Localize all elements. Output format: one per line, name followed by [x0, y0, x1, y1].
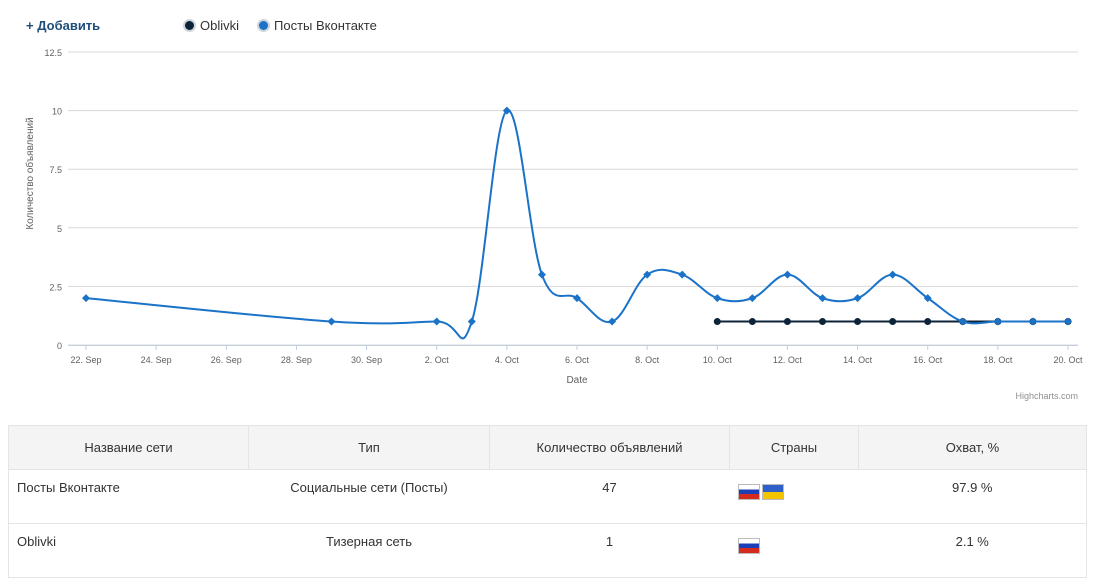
data-point-vk-posts: [432, 317, 441, 326]
column-header-network[interactable]: Название сети: [8, 425, 249, 470]
chart-toolbar: + Добавить Oblivki Посты Вконтакте: [0, 0, 1095, 50]
networks-table: Название сети Тип Количество объявлений …: [8, 425, 1087, 578]
chart-credits[interactable]: Highcharts.com: [1015, 391, 1078, 401]
y-tick-label: 0: [57, 341, 62, 351]
x-tick-label: 14. Oct: [843, 355, 873, 365]
data-point-vk-posts: [327, 317, 336, 326]
network-name-cell: Посты Вконтакте: [8, 469, 249, 524]
table-header-row: Название сети Тип Количество объявлений …: [8, 425, 1087, 470]
data-point-vk-posts: [783, 270, 792, 279]
x-tick-label: 20. Oct: [1053, 355, 1083, 365]
series-line-vk-posts: [85, 109, 1068, 340]
data-point-vk-posts: [502, 106, 511, 115]
data-point-vk-posts: [537, 270, 546, 279]
data-point-vk-posts: [467, 317, 476, 326]
y-tick-label: 7.5: [49, 165, 62, 175]
x-tick-label: 8. Oct: [635, 355, 660, 365]
type-cell: Тизерная сеть: [248, 523, 490, 578]
column-header-countries[interactable]: Страны: [729, 425, 859, 470]
x-tick-label: 22. Sep: [70, 355, 101, 365]
data-point-vk-posts: [1064, 317, 1072, 326]
legend-label: Посты Вконтакте: [274, 18, 377, 33]
data-point-vk-posts: [713, 294, 722, 303]
table-row: Oblivki Тизерная сеть 1 2.1 %: [8, 523, 1087, 578]
legend-label: Oblivki: [200, 18, 240, 33]
x-tick-label: 26. Sep: [211, 355, 242, 365]
russia-flag-icon: [737, 484, 760, 500]
line-chart: 0 2.5 5 7.5 10 12.5 22. Sep 24. Sep 26. Sep 28. S…: [24, 48, 1083, 386]
x-tick-label: 4. Oct: [495, 355, 520, 365]
x-tick-label: 10. Oct: [703, 355, 733, 365]
data-point-oblivki: [783, 318, 791, 326]
data-point-vk-posts: [923, 294, 932, 303]
data-point-oblivki: [889, 318, 897, 326]
y-tick-label: 5: [57, 224, 62, 234]
data-point-vk-posts: [608, 317, 617, 326]
data-point-vk-posts: [993, 317, 1002, 326]
data-point-vk-posts: [82, 294, 90, 303]
table-row: Посты Вконтакте Социальные сети (Посты) …: [8, 469, 1087, 524]
x-tick-label: 6. Oct: [565, 355, 590, 365]
x-tick-label: 12. Oct: [773, 355, 803, 365]
x-tick-label: 24. Sep: [141, 355, 172, 365]
column-header-count[interactable]: Количество объявлений: [489, 425, 730, 470]
legend-marker-icon: [257, 19, 270, 32]
reach-cell: 97.9 %: [858, 469, 1087, 524]
x-tick-label: 28. Sep: [281, 355, 312, 365]
data-point-oblivki: [854, 318, 862, 326]
y-axis-title: Количество объявлений: [24, 117, 36, 229]
data-point-vk-posts: [853, 294, 862, 303]
russia-flag-icon: [737, 538, 760, 554]
data-point-vk-posts: [818, 294, 827, 303]
data-point-vk-posts: [643, 270, 652, 279]
x-tick-label: 16. Oct: [913, 355, 943, 365]
y-tick-label: 10: [52, 107, 62, 117]
type-cell: Социальные сети (Посты): [248, 469, 490, 524]
data-point-vk-posts: [958, 317, 967, 326]
column-header-reach[interactable]: Охват, %: [858, 425, 1087, 470]
data-point-vk-posts: [573, 294, 581, 303]
y-tick-label: 12.5: [44, 48, 62, 58]
data-point-vk-posts: [1028, 317, 1037, 326]
ukraine-flag-icon: [761, 484, 784, 500]
count-cell: 47: [489, 469, 730, 524]
legend-marker-icon: [183, 19, 196, 32]
data-point-vk-posts: [678, 270, 687, 279]
count-cell: 1: [489, 523, 730, 578]
legend-item-vk-posts[interactable]: Посты Вконтакте: [257, 18, 377, 33]
add-button[interactable]: + Добавить: [26, 18, 101, 33]
x-axis-title: Date: [566, 375, 588, 386]
x-tick-label: 18. Oct: [983, 355, 1013, 365]
data-point-oblivki: [819, 318, 826, 326]
y-tick-label: 2.5: [49, 282, 62, 292]
data-point-oblivki: [713, 318, 721, 326]
data-point-oblivki: [924, 318, 932, 326]
countries-cell: [729, 523, 859, 578]
data-point-oblivki: [748, 318, 756, 326]
data-point-vk-posts: [748, 294, 757, 303]
reach-cell: 2.1 %: [858, 523, 1087, 578]
network-name-cell: Oblivki: [8, 523, 249, 578]
x-tick-label: 2. Oct: [425, 355, 450, 365]
x-tick-label: 30. Sep: [351, 355, 382, 365]
legend-item-oblivki[interactable]: Oblivki: [183, 18, 239, 33]
data-point-vk-posts: [888, 270, 897, 279]
countries-cell: [729, 469, 859, 524]
column-header-type[interactable]: Тип: [248, 425, 490, 470]
